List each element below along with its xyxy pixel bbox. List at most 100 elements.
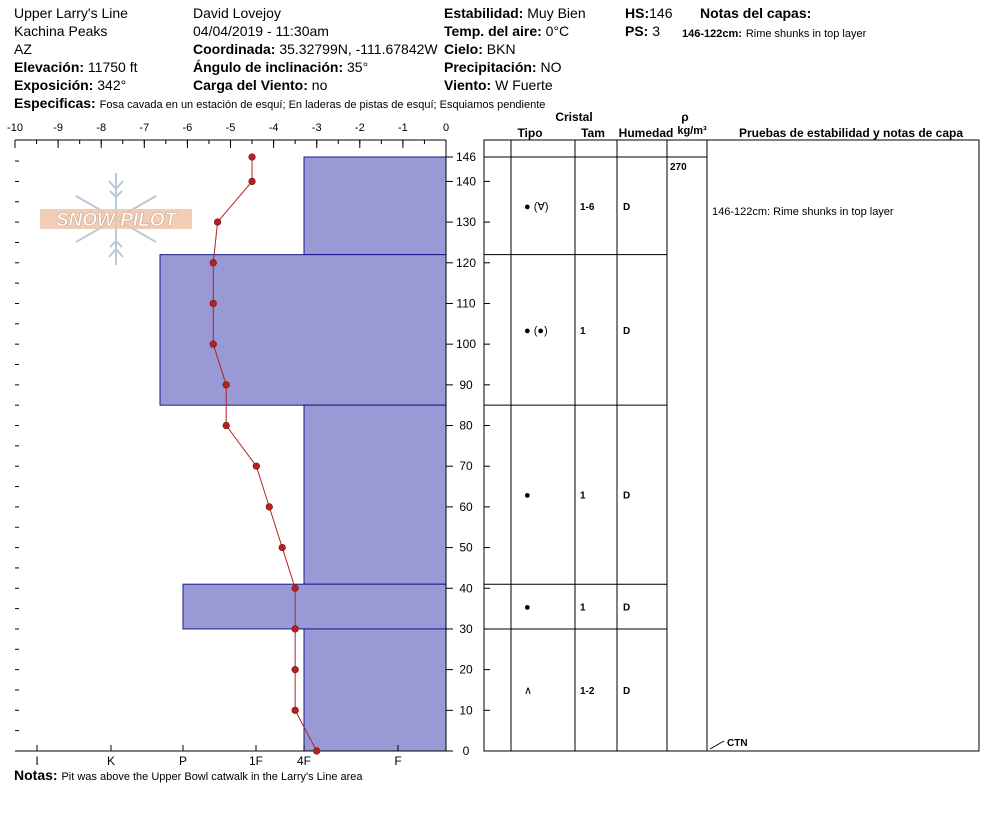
coord-value: 35.32799N, -111.67842W	[279, 41, 438, 57]
density-value: 270	[670, 162, 687, 173]
slope-label: Ángulo de inclinación:	[193, 59, 344, 75]
hardness-tick-label-0: I	[35, 754, 38, 768]
depth-tick-label-14: 140	[456, 174, 476, 188]
aspect-value: 342°	[97, 77, 127, 93]
depth-tick-label-13: 130	[456, 215, 476, 229]
stability-header: Pruebas de estabilidad y notas de capa	[739, 126, 963, 140]
grain-size-2: 1	[580, 491, 586, 502]
depth-tick-label-9: 90	[459, 378, 473, 392]
snowpilot-logo: SNOW PILOT	[40, 173, 192, 265]
hardness-tick-label-3: 1F	[249, 754, 263, 768]
date-time: 04/04/2019 - 11:30am	[193, 23, 329, 39]
temp-tick-label-8: -2	[355, 122, 365, 134]
temp-point-14	[291, 706, 299, 714]
range-name: Kachina Peaks	[14, 23, 108, 39]
table-border	[483, 139, 980, 752]
temp-tick-label-1: -9	[53, 122, 63, 134]
specifics: Especificas: Fosa cavada en un estación …	[14, 95, 545, 113]
temp-point-3	[209, 259, 217, 267]
depth-tick-label-7: 70	[459, 459, 473, 473]
depth-tick-label-5: 50	[459, 541, 473, 555]
temp-point-1	[248, 177, 256, 186]
slope-value: 35°	[347, 59, 369, 75]
hardness-tick-label-2: P	[179, 754, 187, 768]
tick-labels: -10 -9 -8 -7 -6 -5 -4 -3 -2 -1 0010203040506070809…	[7, 122, 476, 768]
moisture-0: D	[623, 202, 630, 213]
temp-point-11	[291, 584, 299, 592]
grain-size-1: 1	[580, 326, 586, 337]
elevation-label: Elevación:	[14, 59, 85, 75]
layer-notes-label: Notas del capas:	[700, 5, 812, 21]
hardness-bars	[159, 156, 447, 752]
depth-tick-label-3: 30	[459, 622, 473, 636]
temperature-line	[212, 157, 318, 752]
layer-note: 146-122cm: Rime shunks in top layer	[682, 24, 866, 42]
temp-point-13	[291, 666, 299, 674]
aspect-label: Exposición:	[14, 77, 94, 93]
depth-tick-label-6: 60	[459, 500, 473, 514]
temp-tick-label-6: -4	[269, 122, 279, 134]
snow-height: HS:146	[625, 5, 672, 21]
grain-size-0: 1-6	[580, 202, 595, 213]
precip-value: NO	[540, 59, 562, 75]
temp-point-4	[209, 299, 217, 308]
precipitation: Precipitación: NO	[444, 59, 561, 75]
temp-tick-label-9: -1	[398, 122, 408, 134]
temp-point-0	[248, 153, 256, 161]
layer-note-depth: 146-122cm:	[682, 28, 742, 40]
moisture-4: D	[623, 686, 630, 697]
tick-marks	[14, 140, 490, 752]
air-temp-value: 0°C	[545, 23, 570, 39]
hardness-tick-label-1: K	[107, 754, 115, 768]
stability-label: Estabilidad:	[444, 5, 524, 21]
depth-tick-label-0: 0	[463, 744, 470, 758]
depth-tick-label-8: 80	[459, 419, 473, 433]
temp-tick-label-4: -6	[183, 122, 193, 134]
coord-label: Coordinada:	[193, 41, 276, 57]
temp-tick-label-10: 0	[443, 122, 449, 134]
sky: Cielo: BKN	[444, 41, 516, 57]
ctn-label: CTN	[727, 738, 748, 749]
temp-point-8	[252, 462, 260, 470]
pit-score: PS: 3	[625, 23, 660, 39]
grain-type-1: ● (●)	[524, 325, 548, 337]
wind-load-label: Carga del Viento:	[193, 77, 308, 93]
hs-value: 146	[649, 5, 673, 21]
elevation-value: 11750 ft	[87, 59, 138, 75]
hardness-bar-2	[303, 404, 447, 585]
state-name: AZ	[14, 41, 32, 57]
crystal-header: Cristal	[555, 110, 592, 124]
elevation: Elevación: 11750 ft	[14, 59, 137, 75]
temp-tick-label-2: -8	[96, 122, 106, 134]
temp-point-7	[222, 421, 230, 430]
density-symbol: ρ	[681, 110, 688, 124]
location-name: Upper Larry's Line	[14, 5, 128, 21]
hardness-bar-3	[182, 583, 447, 630]
moisture-2: D	[623, 491, 630, 502]
depth-tick-label-10: 100	[456, 337, 476, 351]
temp-point-5	[209, 340, 217, 348]
layer-table: Cristal Tipo Tam Humedad ρkg/m³ Pruebas de es…	[483, 110, 980, 752]
moisture-3: D	[623, 603, 630, 614]
stability-value: Muy Bien	[527, 5, 586, 21]
grain-type-0: ● (∀)	[524, 201, 549, 213]
ps-value: 3	[652, 23, 661, 39]
precip-label: Precipitación:	[444, 59, 537, 75]
notes: Notas: Pit was above the Upper Bowl catw…	[14, 767, 363, 785]
sky-label: Cielo:	[444, 41, 483, 57]
grain-type-4: ∧	[524, 685, 532, 697]
slope-angle: Ángulo de inclinación: 35°	[193, 59, 368, 75]
wind-load-value: no	[311, 77, 328, 93]
hardness-tick-label-5: F	[394, 754, 401, 768]
temperature-profile	[209, 153, 321, 755]
temp-point-10	[278, 543, 286, 552]
size-header: Tam	[581, 126, 605, 140]
depth-tick-label-15: 146	[456, 150, 476, 164]
temp-tick-label-7: -3	[312, 122, 322, 134]
stability: Estabilidad: Muy Bien	[444, 5, 586, 21]
depth-tick-label-4: 40	[459, 581, 473, 595]
temp-point-2	[213, 218, 222, 226]
grain-size-3: 1	[580, 603, 586, 614]
notes-value: Pit was above the Upper Bowl catwalk in …	[61, 771, 363, 783]
